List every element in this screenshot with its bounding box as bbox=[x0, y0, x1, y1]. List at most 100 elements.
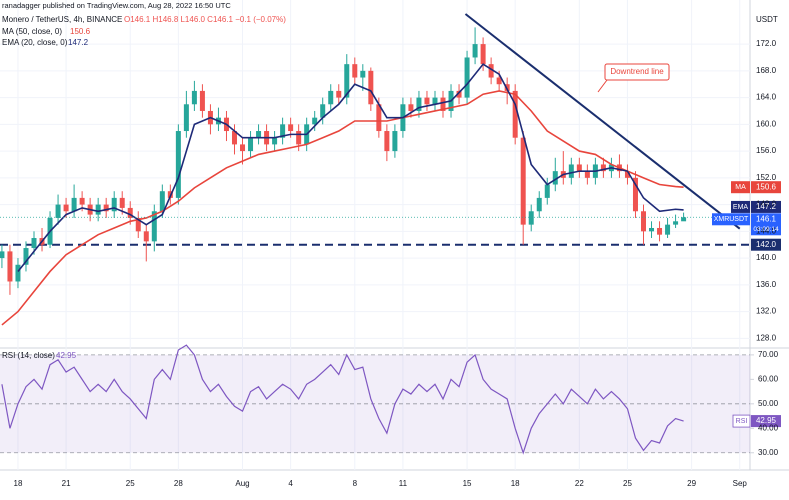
x-tick-label: 29 bbox=[687, 479, 696, 488]
ma-tag-value-box bbox=[751, 181, 781, 194]
x-tick-label: 4 bbox=[288, 479, 293, 488]
last-price-box bbox=[751, 213, 781, 236]
rsi-line bbox=[1, 344, 684, 455]
candle-body bbox=[488, 64, 494, 78]
candle-body bbox=[416, 97, 422, 111]
indicator-line bbox=[1, 90, 684, 326]
candle-body bbox=[464, 57, 470, 98]
rsi-title-value: 42.95 bbox=[56, 351, 77, 360]
legend-ma: MA (50, close, 0) bbox=[2, 27, 62, 36]
candle-body bbox=[151, 211, 157, 242]
x-tick-label: 28 bbox=[174, 479, 183, 488]
candle-body bbox=[649, 227, 655, 232]
y-tick-label: 172.0 bbox=[756, 39, 777, 48]
candle-body bbox=[392, 131, 398, 152]
candle-body bbox=[336, 90, 342, 98]
candle-body bbox=[352, 64, 358, 78]
candle-body bbox=[632, 177, 638, 212]
candle-body bbox=[320, 104, 326, 118]
candle-body bbox=[640, 211, 646, 232]
publisher: ranadagger published on TradingView.com,… bbox=[2, 1, 231, 10]
candle-body bbox=[424, 97, 430, 105]
countdown: 03:09:14 bbox=[753, 226, 779, 233]
candle-body bbox=[536, 197, 542, 212]
y-tick-label: 144.0 bbox=[756, 226, 777, 235]
rsi-title: RSI (14, close) bbox=[2, 351, 55, 360]
rsi-tick-label: 40.00 bbox=[758, 423, 779, 432]
candle-body bbox=[544, 184, 550, 198]
x-tick-label: 22 bbox=[575, 479, 584, 488]
candle-body bbox=[183, 104, 189, 132]
x-tick-label: 25 bbox=[126, 479, 135, 488]
candle-body bbox=[111, 197, 117, 212]
x-tick-label: 25 bbox=[623, 479, 632, 488]
y-tick-label: 168.0 bbox=[756, 66, 777, 75]
x-tick-label: 8 bbox=[353, 479, 358, 488]
candle-body bbox=[600, 164, 606, 172]
rsi-tick-label: 70.00 bbox=[758, 350, 779, 359]
ema-tag-value: 147.2 bbox=[756, 202, 777, 211]
y-tick-label: 148.0 bbox=[756, 200, 777, 209]
candle-body bbox=[103, 204, 109, 212]
candle-body bbox=[95, 204, 101, 215]
y-tick-label: 152.0 bbox=[756, 173, 777, 182]
support-box bbox=[751, 238, 781, 251]
candle-body bbox=[159, 191, 165, 212]
candle-body bbox=[584, 171, 590, 178]
candle-body bbox=[681, 217, 687, 222]
candle-body bbox=[55, 204, 61, 218]
candle-body bbox=[23, 248, 29, 265]
y-tick-label: 132.0 bbox=[756, 307, 777, 316]
rsi-name-box bbox=[732, 414, 751, 428]
candle-body bbox=[63, 204, 69, 212]
y-tick-label: 164.0 bbox=[756, 93, 777, 102]
ma-tag-name: MA bbox=[735, 184, 746, 191]
rsi-tick-label: 60.00 bbox=[758, 374, 779, 383]
candle-body bbox=[248, 137, 254, 152]
candle-body bbox=[191, 90, 197, 105]
candle-body bbox=[657, 227, 663, 235]
x-tick-label: 11 bbox=[399, 479, 408, 488]
candle-body bbox=[624, 171, 630, 178]
candle-body bbox=[408, 104, 414, 111]
candle-body bbox=[31, 238, 37, 249]
candle-body bbox=[296, 131, 302, 145]
candle-body bbox=[231, 131, 237, 145]
candle-body bbox=[328, 90, 334, 105]
x-tick-label: Sep bbox=[733, 479, 748, 488]
grid-layer bbox=[0, 0, 789, 471]
text-layer: ranadagger published on TradingView.com,… bbox=[2, 1, 779, 488]
candle-body bbox=[127, 207, 133, 218]
ticker: XMRUSDT bbox=[714, 216, 749, 223]
x-tick-label: 15 bbox=[463, 479, 472, 488]
candle-body bbox=[440, 97, 446, 111]
x-tick-label: 18 bbox=[14, 479, 23, 488]
symbol: Monero / TetherUS, 4h, BINANCE bbox=[2, 15, 122, 24]
ema-tag-value-box bbox=[751, 200, 781, 213]
candle-body bbox=[0, 251, 5, 259]
candle-body bbox=[520, 137, 526, 225]
candle-body bbox=[432, 97, 438, 105]
indicator-line bbox=[17, 63, 684, 272]
candle-body bbox=[256, 131, 262, 138]
candle-body bbox=[135, 217, 141, 232]
legend-ema-value: 147.2 bbox=[68, 38, 89, 47]
candle-body bbox=[480, 44, 486, 65]
candle-body bbox=[79, 197, 85, 205]
candle-body bbox=[119, 197, 125, 208]
candle-body bbox=[376, 104, 382, 132]
y-tick-label: 140.0 bbox=[756, 253, 777, 262]
candle-body bbox=[312, 117, 318, 125]
y-tick-label: 128.0 bbox=[756, 333, 777, 342]
y-tick-label: 160.0 bbox=[756, 119, 777, 128]
support-label: 142.0 bbox=[756, 240, 777, 249]
rsi-value: 42.95 bbox=[756, 416, 777, 425]
candle-body bbox=[7, 251, 13, 282]
currency: USDT bbox=[756, 15, 778, 24]
annotation-box bbox=[604, 63, 670, 81]
candle-body bbox=[199, 90, 205, 111]
candle-body bbox=[71, 197, 77, 212]
ma-tag-name-box bbox=[731, 181, 750, 194]
candle-body bbox=[665, 224, 671, 235]
